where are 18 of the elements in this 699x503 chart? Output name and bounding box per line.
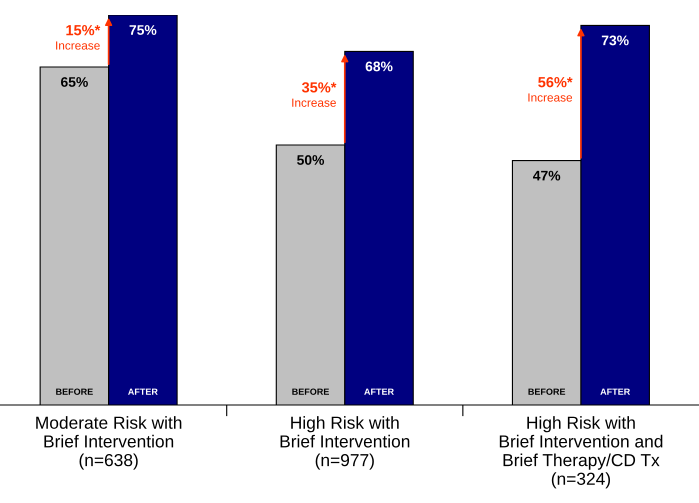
annotation: 15%* Increase [56, 25, 100, 50]
text: AFTER [600, 388, 630, 395]
text: BEFORE [528, 388, 566, 395]
series-label: BEFORE [56, 388, 93, 395]
annotation: 35%* Increase [292, 82, 336, 107]
annotation: 56%* Increase [528, 77, 573, 102]
text: AFTER [364, 388, 394, 395]
data-label: 50% [297, 155, 324, 165]
x-tick-label: Moderate Risk with Brief Intervention (n=638) [36, 416, 182, 470]
x-tick-label: High Risk with Brief Intervention and Brief Therapy/CD Tx (n=324) [500, 416, 662, 488]
series-label: AFTER [128, 388, 158, 395]
data-label: 75% [130, 25, 156, 35]
data-label: 65% [60, 77, 88, 87]
text: BEFORE [292, 388, 329, 395]
data-label: 68% [366, 61, 393, 72]
x-tick-label: High Risk with Brief Intervention (n=977) [280, 416, 410, 470]
data-label: 47% [532, 170, 560, 180]
data-label: 73% [602, 35, 629, 46]
